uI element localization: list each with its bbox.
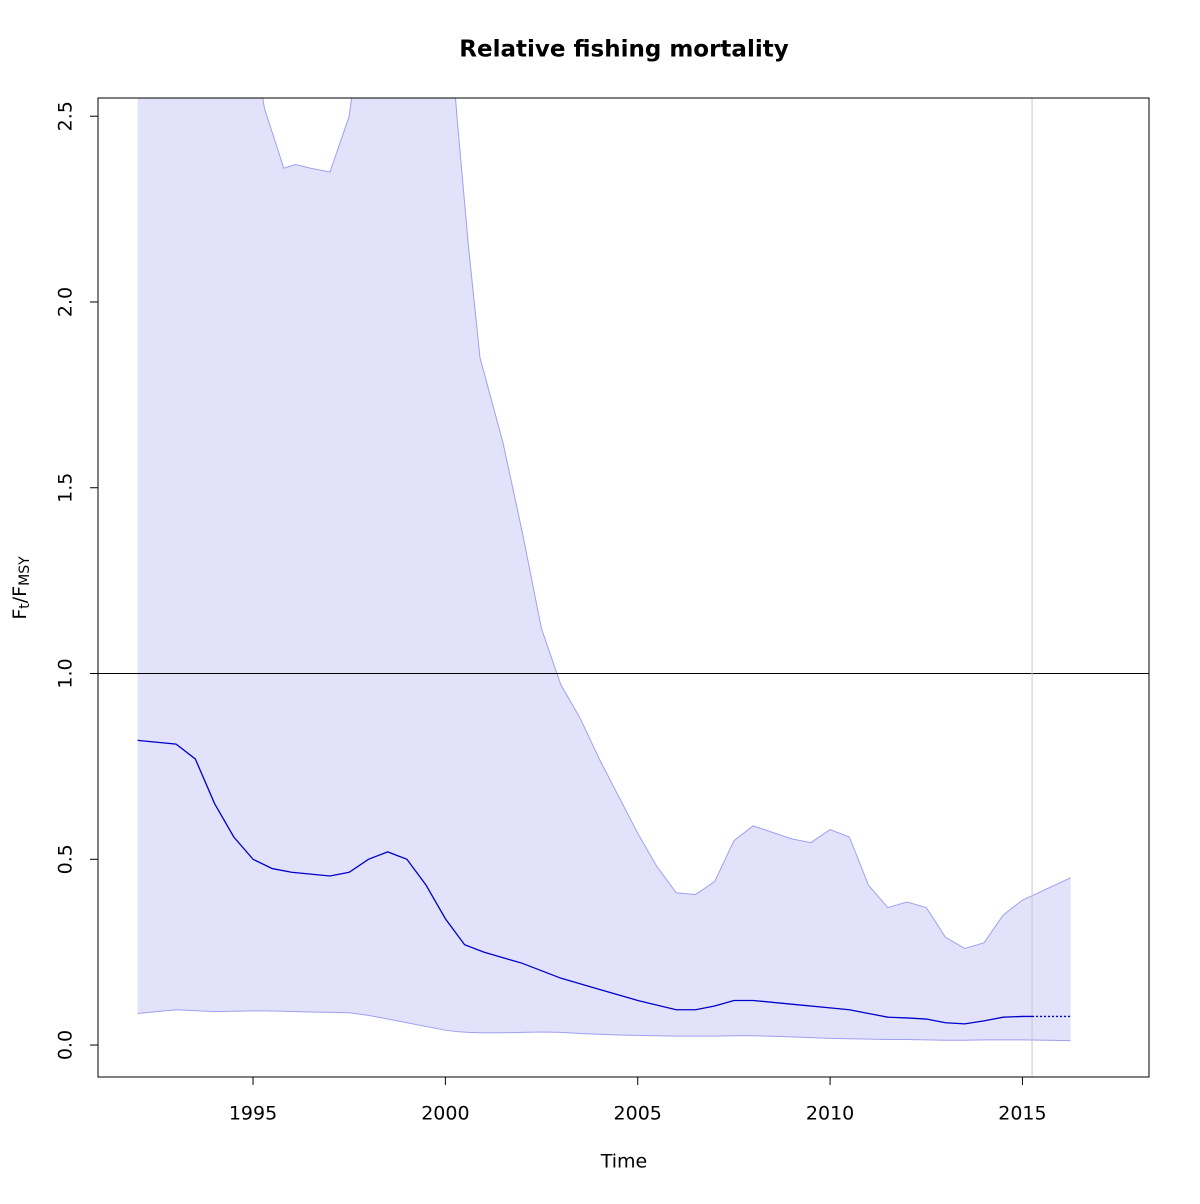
y-tick-label: 1.5	[55, 473, 77, 503]
y-label-part: MSY	[17, 556, 33, 586]
y-tick-label: 1.0	[55, 658, 77, 688]
y-label-part: t	[17, 603, 33, 609]
band-lower	[137, 1009, 1071, 1042]
y-tick-label: 0.0	[55, 1030, 77, 1060]
x-axis-label: Time	[600, 1151, 648, 1173]
x-tick-label: 2005	[614, 1103, 662, 1125]
y-label-part: F	[9, 609, 31, 620]
x-tick-label: 2015	[998, 1103, 1046, 1125]
estimate-line	[137, 739, 1033, 1025]
chart-title: Relative fishing mortality	[459, 37, 788, 63]
y-label-part: /F	[9, 586, 31, 603]
x-tick-label: 2010	[806, 1103, 854, 1125]
x-tick-label: 2000	[421, 1103, 469, 1125]
plot-area	[98, 98, 1149, 1077]
y-tick-label: 0.5	[55, 844, 77, 874]
y-tick-label: 2.5	[55, 101, 77, 131]
confidence-band	[137, 98, 1071, 1041]
plot-frame	[97, 97, 1150, 1078]
y-tick-label: 2.0	[55, 287, 77, 317]
x-tick-label: 1995	[229, 1103, 277, 1125]
band-upper	[262, 98, 1071, 949]
y-axis-label: Ft/FMSY	[9, 556, 34, 620]
